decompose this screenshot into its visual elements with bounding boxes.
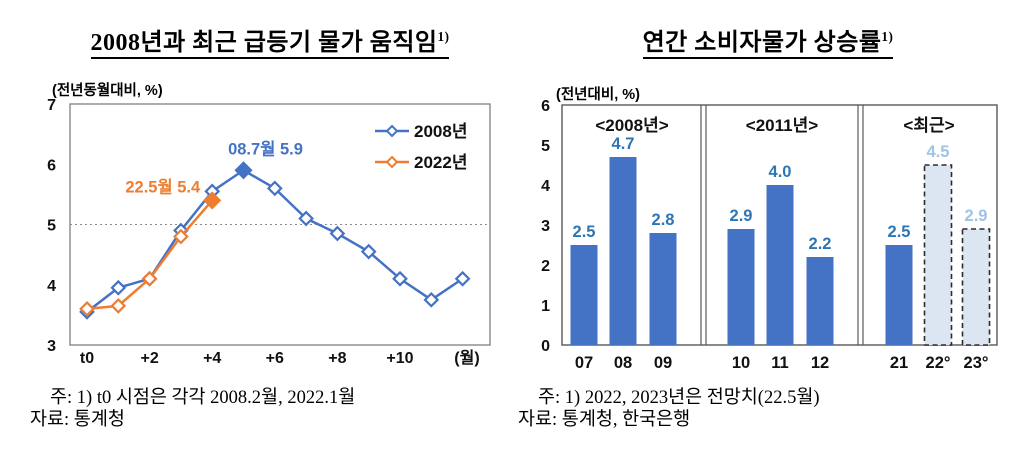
right-y-tick-label: 6	[541, 98, 550, 115]
right-x-tick-label: 09	[654, 354, 672, 372]
left-chart-title-text: 2008년과 최근 급등기 물가 움직임	[90, 30, 438, 56]
forecast-bar-23°	[961, 228, 991, 346]
bar-value-label: 4.7	[612, 135, 635, 153]
bar-value-label: 2.9	[730, 207, 753, 225]
panel-header: <최근>	[903, 116, 954, 135]
bar-09	[649, 233, 677, 345]
panel-header: <2008년>	[595, 116, 668, 135]
left-y-tick-label: 5	[47, 218, 56, 235]
data-marker-2008년	[266, 180, 283, 197]
peak-marker-2008년	[234, 161, 253, 180]
data-marker-2008년	[392, 270, 408, 287]
bar-value-label: 2.2	[809, 235, 832, 253]
right-y-tick-label: 0	[541, 338, 550, 355]
panel-header: <2011년>	[746, 116, 818, 135]
peak-annotation-2022: 22.5월 5.4	[125, 177, 201, 196]
left-x-tick-label: +4	[203, 350, 221, 367]
data-marker-2022년	[110, 297, 127, 314]
right-x-tick-label: 08	[614, 354, 632, 372]
bar-10	[727, 229, 755, 345]
peak-annotation-2008: 08.7월 5.9	[228, 139, 303, 158]
right-chart-note: 주: 1) 2022, 2023년은 전망치(22.5월)	[538, 388, 820, 408]
left-y-tick-label: 7	[47, 97, 56, 114]
right-x-tick-label: 07	[575, 354, 593, 372]
bar-value-label: 4.5	[927, 143, 950, 161]
right-y-tick-label: 4	[541, 178, 550, 195]
bar-21	[885, 245, 913, 345]
right-x-tick-label: 23°	[964, 354, 989, 372]
left-y-tick-label: 4	[47, 278, 56, 295]
bar-11	[766, 185, 794, 345]
left-chart-note: 주: 1) t0 시점은 각각 2008.2월, 2022.1월	[50, 388, 356, 408]
data-marker-2022년	[173, 228, 189, 245]
bar-value-label: 2.8	[652, 211, 675, 229]
right-x-tick-label: 11	[771, 354, 788, 372]
data-marker-2022년	[141, 270, 158, 287]
data-marker-2022년	[79, 300, 95, 317]
left-chart-title: 2008년과 최근 급등기 물가 움직임1)	[10, 22, 530, 59]
left-y-tick-label: 3	[47, 338, 56, 355]
left-y-axis-unit-label: (전년동월대비, %)	[52, 83, 163, 99]
forecast-bar-22°	[923, 164, 953, 346]
data-marker-2008년	[298, 210, 314, 227]
legend-label: 2008년	[414, 122, 467, 141]
data-marker-2008년	[423, 291, 440, 308]
peak-marker-2022년	[203, 191, 222, 210]
legend-marker	[385, 124, 399, 138]
data-marker-2008년	[360, 243, 377, 260]
left-x-tick-label: t0	[80, 350, 94, 367]
bar-value-label: 2.9	[965, 207, 988, 225]
right-x-tick-label: 21	[890, 354, 908, 372]
left-x-tick-label: +2	[140, 350, 158, 367]
right-chart-title: 연간 소비자물가 상승률1)	[512, 22, 1024, 59]
right-y-tick-label: 1	[541, 298, 550, 315]
bar-value-label: 2.5	[888, 223, 911, 241]
right-y-axis-unit-label: (전년대비, %)	[556, 87, 640, 103]
left-chart-title-footnote-marker: 1)	[437, 29, 450, 44]
right-x-tick-label: 12	[811, 354, 829, 372]
data-marker-2008년	[329, 225, 346, 242]
right-x-tick-label: 10	[732, 354, 750, 372]
bar-value-label: 4.0	[769, 163, 792, 181]
left-x-tick-label: +8	[328, 350, 346, 367]
bar-08	[609, 157, 637, 345]
legend-label: 2022년	[414, 153, 467, 172]
right-y-tick-label: 2	[541, 258, 550, 275]
bar-value-label: 2.5	[573, 223, 596, 241]
right-chart-title-text: 연간 소비자물가 상승률	[642, 30, 882, 56]
left-chart-source: 자료: 통계청	[30, 410, 125, 430]
left-chart-footnotes: 주: 1) t0 시점은 각각 2008.2월, 2022.1월 자료: 통계청	[30, 387, 508, 431]
right-chart-title-footnote-marker: 1)	[881, 29, 894, 44]
left-x-tick-label: +6	[266, 350, 284, 367]
left-y-tick-label: 6	[47, 157, 56, 174]
right-x-tick-label: 22°	[926, 354, 951, 372]
right-chart-source: 자료: 통계청, 한국은행	[518, 410, 691, 430]
left-x-tick-label: +10	[386, 350, 413, 367]
bar-12	[806, 257, 834, 345]
right-y-tick-label: 5	[541, 138, 550, 155]
x-axis-unit-label: (월)	[454, 349, 479, 367]
right-y-tick-label: 3	[541, 218, 550, 235]
bar-07	[570, 245, 598, 345]
legend-marker	[385, 155, 399, 169]
data-marker-2008년	[454, 270, 471, 287]
right-chart-footnotes: 주: 1) 2022, 2023년은 전망치(22.5월) 자료: 통계청, 한…	[518, 387, 1014, 431]
data-marker-2008년	[110, 279, 127, 296]
